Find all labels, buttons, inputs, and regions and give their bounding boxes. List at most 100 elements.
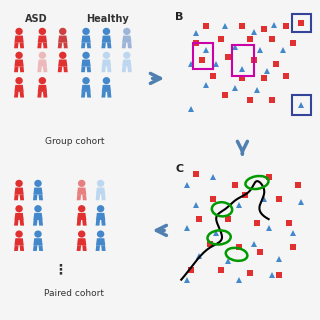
Polygon shape xyxy=(122,60,132,67)
Bar xyxy=(292,14,311,32)
Polygon shape xyxy=(81,43,85,48)
Polygon shape xyxy=(14,188,24,195)
Polygon shape xyxy=(58,36,68,43)
Polygon shape xyxy=(58,43,62,48)
Polygon shape xyxy=(43,92,47,98)
Polygon shape xyxy=(87,67,91,72)
Polygon shape xyxy=(33,195,37,200)
Polygon shape xyxy=(14,220,19,226)
Polygon shape xyxy=(81,36,91,43)
Text: B: B xyxy=(175,12,184,22)
Circle shape xyxy=(59,52,67,59)
Polygon shape xyxy=(43,67,47,72)
Polygon shape xyxy=(107,43,111,48)
Polygon shape xyxy=(102,60,111,67)
Polygon shape xyxy=(37,92,42,98)
Circle shape xyxy=(123,28,131,35)
Polygon shape xyxy=(20,220,24,226)
Polygon shape xyxy=(77,213,86,220)
Circle shape xyxy=(78,180,85,187)
Polygon shape xyxy=(87,43,91,48)
Text: ⋮: ⋮ xyxy=(53,263,67,277)
Polygon shape xyxy=(14,43,19,48)
Polygon shape xyxy=(14,238,24,245)
Polygon shape xyxy=(127,43,132,48)
Polygon shape xyxy=(96,188,105,195)
Polygon shape xyxy=(81,92,85,98)
Polygon shape xyxy=(81,67,85,72)
Polygon shape xyxy=(58,60,68,67)
Polygon shape xyxy=(20,67,24,72)
Polygon shape xyxy=(102,85,111,92)
Polygon shape xyxy=(33,213,43,220)
Circle shape xyxy=(15,77,23,84)
Polygon shape xyxy=(101,220,106,226)
Text: C: C xyxy=(175,164,184,174)
Polygon shape xyxy=(14,245,19,251)
Circle shape xyxy=(15,180,23,187)
Polygon shape xyxy=(20,245,24,251)
Polygon shape xyxy=(38,85,47,92)
Polygon shape xyxy=(20,195,24,200)
Polygon shape xyxy=(20,43,24,48)
Circle shape xyxy=(34,230,42,238)
Polygon shape xyxy=(14,213,24,220)
Polygon shape xyxy=(82,220,87,226)
Polygon shape xyxy=(81,85,91,92)
Circle shape xyxy=(103,77,110,84)
Bar xyxy=(292,95,311,115)
Circle shape xyxy=(39,77,46,84)
Text: Group cohort: Group cohort xyxy=(45,137,104,146)
Circle shape xyxy=(82,28,90,35)
Circle shape xyxy=(59,28,67,35)
Circle shape xyxy=(15,52,23,59)
Bar xyxy=(193,43,213,68)
Bar xyxy=(232,44,254,76)
Polygon shape xyxy=(102,36,111,43)
Polygon shape xyxy=(39,195,43,200)
Polygon shape xyxy=(14,85,24,92)
Circle shape xyxy=(34,180,42,187)
Circle shape xyxy=(34,205,42,212)
Text: Healthy: Healthy xyxy=(86,14,129,24)
Polygon shape xyxy=(122,36,132,43)
Polygon shape xyxy=(33,188,43,195)
Polygon shape xyxy=(14,36,24,43)
Polygon shape xyxy=(77,220,81,226)
Polygon shape xyxy=(122,67,126,72)
Polygon shape xyxy=(77,195,81,200)
Polygon shape xyxy=(43,43,47,48)
Text: Paired cohort: Paired cohort xyxy=(44,289,104,298)
Polygon shape xyxy=(33,238,43,245)
Polygon shape xyxy=(107,67,111,72)
Polygon shape xyxy=(37,67,42,72)
Polygon shape xyxy=(127,67,132,72)
Circle shape xyxy=(15,230,23,238)
Polygon shape xyxy=(77,188,86,195)
Polygon shape xyxy=(96,238,105,245)
Polygon shape xyxy=(77,238,86,245)
Polygon shape xyxy=(14,60,24,67)
Circle shape xyxy=(123,52,131,59)
Polygon shape xyxy=(107,92,111,98)
Circle shape xyxy=(15,205,23,212)
Polygon shape xyxy=(58,67,62,72)
Polygon shape xyxy=(14,195,19,200)
Polygon shape xyxy=(81,60,91,67)
Circle shape xyxy=(103,28,110,35)
Circle shape xyxy=(97,205,104,212)
Polygon shape xyxy=(14,92,19,98)
Circle shape xyxy=(97,230,104,238)
Polygon shape xyxy=(37,43,42,48)
Polygon shape xyxy=(20,92,24,98)
Polygon shape xyxy=(77,245,81,251)
Polygon shape xyxy=(96,245,100,251)
Circle shape xyxy=(39,28,46,35)
Polygon shape xyxy=(38,60,47,67)
Polygon shape xyxy=(63,67,68,72)
Polygon shape xyxy=(39,220,43,226)
Polygon shape xyxy=(82,245,87,251)
Text: ASD: ASD xyxy=(25,14,48,24)
Polygon shape xyxy=(122,43,126,48)
Circle shape xyxy=(97,180,104,187)
